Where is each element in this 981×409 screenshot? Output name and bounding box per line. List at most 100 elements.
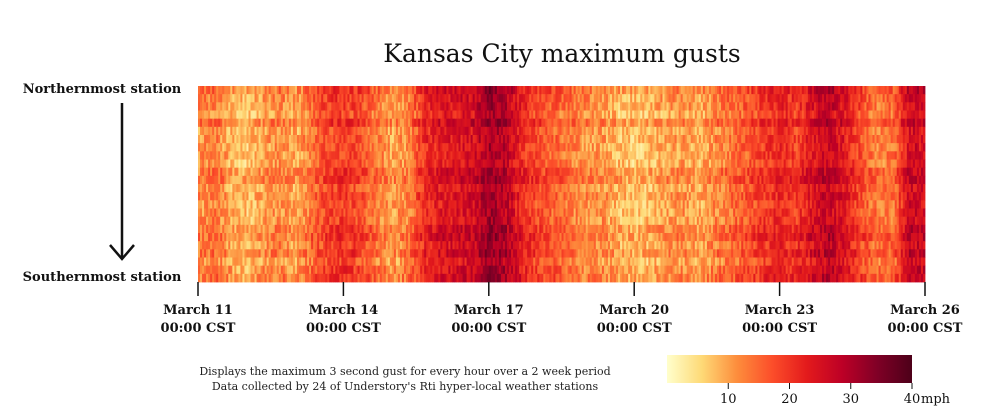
heatmap-cell: [200, 110, 203, 120]
heatmap-cell: [779, 175, 783, 185]
heatmap-cell: [504, 151, 508, 160]
heatmap-cell: [595, 159, 599, 169]
heatmap-cell: [727, 126, 730, 136]
heatmap-cell: [767, 126, 770, 136]
heatmap-cell: [515, 118, 518, 128]
heatmap-cell: [593, 167, 597, 177]
heatmap-cell: [234, 94, 237, 103]
heatmap-cell: [690, 159, 694, 169]
heatmap-cell: [815, 94, 819, 103]
heatmap-cell: [896, 175, 900, 185]
heatmap-cell: [737, 118, 740, 128]
heatmap-cell: [658, 143, 661, 152]
heatmap-cell: [349, 184, 352, 193]
heatmap-cell: [670, 102, 673, 111]
heatmap-cell: [343, 192, 346, 201]
heatmap-cell: [363, 175, 367, 185]
heatmap-cell: [729, 86, 732, 95]
heatmap-cell: [791, 135, 795, 144]
heatmap-cell: [496, 143, 500, 152]
heatmap-cell: [888, 118, 892, 128]
heatmap-cell: [620, 135, 623, 144]
heatmap-cell: [719, 126, 722, 136]
heatmap-cell: [527, 151, 530, 160]
heatmap-cell: [450, 159, 453, 169]
heatmap-cell: [860, 110, 863, 120]
heatmap-cell: [311, 143, 314, 152]
heatmap-cell: [416, 192, 419, 201]
heatmap-cell: [773, 110, 776, 120]
heatmap-cell: [692, 110, 696, 120]
heatmap-cell: [373, 192, 377, 201]
heatmap-cell: [403, 151, 407, 160]
heatmap-cell: [672, 175, 675, 185]
heatmap-cell: [597, 135, 601, 144]
heatmap-cell: [801, 94, 805, 103]
heatmap-cell: [618, 175, 621, 185]
heatmap-cell: [452, 102, 455, 111]
heatmap-cell: [769, 135, 772, 144]
heatmap-cell: [918, 102, 922, 111]
heatmap-cell: [226, 110, 229, 120]
heatmap-cell: [472, 102, 476, 111]
heatmap-cell: [795, 167, 799, 177]
heatmap-cell: [300, 86, 304, 95]
heatmap-cell: [214, 118, 217, 128]
heatmap-cell: [379, 126, 383, 136]
heatmap-cell: [648, 151, 651, 160]
heatmap-cell: [626, 126, 629, 136]
heatmap-cell: [656, 151, 659, 160]
heatmap-cell: [763, 184, 766, 193]
heatmap-cell: [349, 86, 352, 95]
heatmap-cell: [696, 192, 700, 201]
heatmap-cell: [577, 167, 581, 177]
heatmap-cell: [212, 94, 215, 103]
heatmap-cell: [412, 143, 415, 152]
heatmap-cell: [773, 151, 776, 160]
heatmap-cell: [725, 94, 728, 103]
heatmap-cell: [529, 118, 532, 128]
heatmap-cell: [460, 118, 463, 128]
heatmap-cell: [284, 192, 288, 201]
heatmap-cell: [387, 118, 391, 128]
heatmap-cell: [220, 126, 223, 136]
heatmap-cell: [496, 184, 500, 193]
heatmap-cell: [739, 143, 742, 152]
heatmap-cell: [757, 86, 760, 95]
heatmap-cell: [399, 135, 403, 144]
heatmap-cell: [642, 167, 645, 177]
heatmap-cell: [525, 192, 528, 201]
heatmap-cell: [325, 110, 328, 120]
heatmap-cell: [444, 126, 447, 136]
heatmap-cell: [222, 159, 225, 169]
heatmap-cell: [714, 143, 718, 152]
heatmap-cell: [252, 118, 255, 128]
heatmap-cell: [341, 135, 344, 144]
heatmap-cell: [678, 110, 682, 120]
heatmap-cell: [898, 102, 902, 111]
heatmap-cell: [387, 151, 391, 160]
heatmap-cell: [898, 135, 902, 144]
heatmap-cell: [220, 102, 223, 111]
heatmap-cell: [664, 102, 667, 111]
heatmap-cell: [591, 184, 595, 193]
heatmap-cell: [561, 184, 564, 193]
heatmap-cell: [692, 102, 696, 111]
heatmap-cell: [878, 110, 881, 120]
heatmap-cell: [294, 135, 298, 144]
heatmap-cell: [569, 192, 572, 201]
heatmap-cell: [870, 151, 873, 160]
heatmap-cell: [547, 192, 550, 201]
heatmap-cell: [422, 167, 425, 177]
heatmap-cell: [690, 184, 694, 193]
heatmap-cell: [224, 143, 227, 152]
heatmap-cell: [771, 184, 774, 193]
heatmap-cell: [862, 135, 865, 144]
heatmap-cell: [527, 192, 530, 201]
heatmap-cell: [311, 94, 314, 103]
heatmap-cell: [830, 118, 833, 128]
heatmap-cell: [511, 94, 514, 103]
heatmap-cell: [391, 175, 395, 185]
heatmap-cell: [389, 118, 393, 128]
heatmap-cell: [672, 159, 675, 169]
